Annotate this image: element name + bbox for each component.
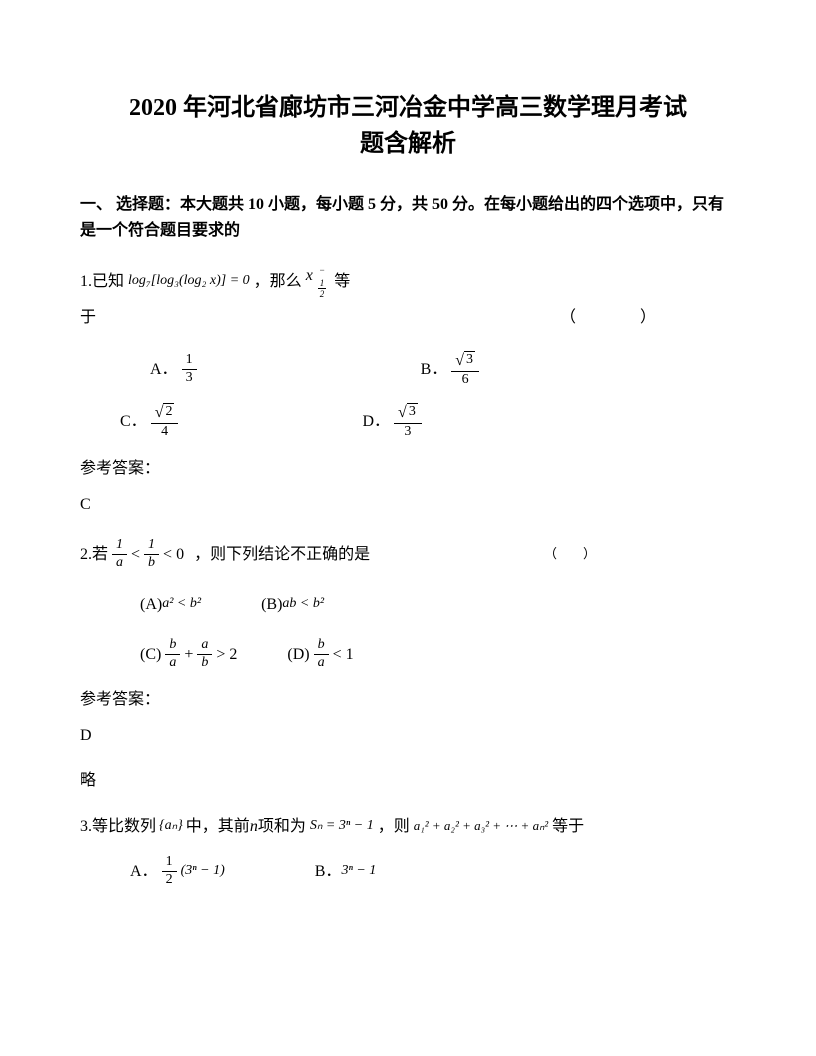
q1-option-d: D． √3 3 bbox=[362, 403, 425, 441]
q1-answer: C bbox=[80, 492, 736, 518]
question-2: 2. 若 1 a < 1 b < 0 ，则下列结论不正确的是 （ ） (A) a… bbox=[80, 537, 736, 794]
q1-stem-line2: 于 bbox=[80, 305, 96, 331]
q2-option-b: (B) ab < b² bbox=[261, 592, 324, 618]
q3-stem-pre: 等比数列 bbox=[92, 814, 156, 840]
q1-formula: log₇[log₃(log₂ x)] = 0 bbox=[128, 270, 250, 292]
q1-stem-post: 等 bbox=[334, 269, 350, 295]
q2-option-c: (C) b a + a b > 2 bbox=[140, 637, 237, 672]
q1-bracket: （ ） bbox=[560, 305, 656, 331]
q2-answer-note: 略 bbox=[80, 768, 736, 794]
q3-option-b: B． 3ⁿ − 1 bbox=[315, 859, 377, 885]
exam-title: 2020 年河北省廊坊市三河冶金中学高三数学理月考试 题含解析 bbox=[80, 90, 736, 162]
q3-sum: a₁² + a₂² + a₃² + ⋯ + aₙ² bbox=[414, 816, 548, 837]
q3-seq: {aₙ} bbox=[159, 815, 183, 837]
q1-option-b: B． √3 6 bbox=[421, 351, 483, 389]
q2-stem-post: ，则下列结论不正确的是 bbox=[194, 542, 370, 568]
q2-number: 2. bbox=[80, 542, 92, 568]
q3-number: 3. bbox=[80, 814, 92, 840]
q3-sn: Sₙ = 3ⁿ − 1 bbox=[310, 815, 374, 837]
q2-bracket: （ ） bbox=[544, 544, 596, 565]
q1-stem-mid: ，那么 bbox=[254, 269, 302, 295]
title-line2: 题含解析 bbox=[360, 131, 456, 157]
q2-answer: D bbox=[80, 723, 736, 749]
question-1: 1. 已知 log₇[log₃(log₂ x)] = 0 ，那么 x − 1 2… bbox=[80, 263, 736, 517]
q2-option-a: (A) a² < b² bbox=[140, 592, 201, 618]
q1-stem-pre: 已知 bbox=[92, 269, 124, 295]
q2-answer-label: 参考答案： bbox=[80, 687, 736, 713]
q3-option-a: A． 1 2 (3ⁿ − 1) bbox=[130, 854, 225, 889]
q1-exp: x − 1 2 bbox=[306, 263, 331, 300]
q1-option-a: A． 1 3 bbox=[150, 352, 201, 387]
section-1-header: 一、 选择题：本大题共 10 小题，每小题 5 分，共 50 分。在每小题给出的… bbox=[80, 192, 736, 243]
title-line1: 2020 年河北省廊坊市三河冶金中学高三数学理月考试 bbox=[129, 95, 687, 121]
q1-option-c: C． √2 4 bbox=[120, 403, 182, 441]
q1-number: 1. bbox=[80, 269, 92, 295]
q1-answer-label: 参考答案： bbox=[80, 456, 736, 482]
q2-stem-pre: 若 bbox=[92, 542, 108, 568]
q2-option-d: (D) b a < 1 bbox=[287, 637, 353, 672]
question-3: 3. 等比数列 {aₙ} 中，其前 n 项和为 Sₙ = 3ⁿ − 1 ，则 a… bbox=[80, 814, 736, 889]
